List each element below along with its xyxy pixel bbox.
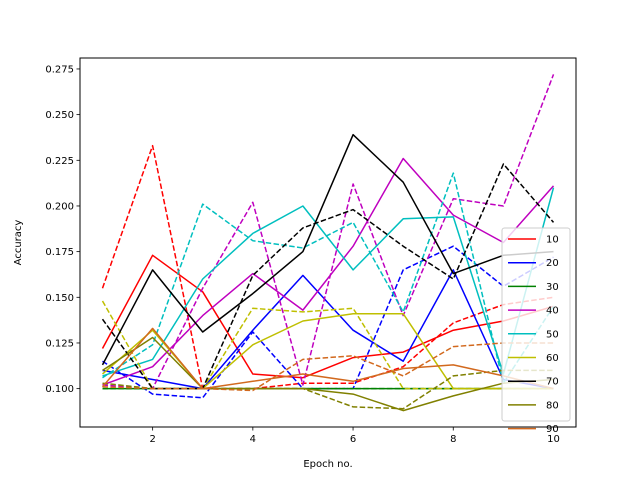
legend-label: 60: [546, 353, 559, 364]
series-line-40: [102, 157, 555, 386]
legend-label: 50: [546, 329, 559, 340]
y-tick-label: 0.125: [45, 338, 74, 349]
legend: 10 20 30 40 50 60 70 80 90: [501, 227, 571, 435]
series-line-70: [101, 133, 554, 366]
legend-label: 90: [546, 424, 559, 435]
legend-label: 20: [546, 258, 559, 269]
y-axis: 0.100 0.125 0.150 0.175 0.200 0.225 0.250 0.275: [45, 64, 80, 395]
y-tick-label: 0.275: [45, 64, 74, 75]
y-tick-label: 0.100: [45, 384, 74, 395]
y-axis-title: Accuracy: [13, 220, 24, 266]
series-line-80: [102, 336, 554, 412]
series-line-dashed-7: [102, 74, 555, 390]
x-axis: 2 4 6 8 10: [149, 427, 560, 445]
x-tick-label: 8: [450, 434, 456, 445]
legend-label: 70: [546, 377, 559, 388]
legend-label: 30: [546, 282, 559, 293]
series-layer: [101, 74, 555, 412]
x-tick-label: 10: [547, 434, 560, 445]
series-line-90: [101, 327, 554, 390]
legend-label: 80: [546, 400, 559, 411]
series-line-dashed-17: [102, 342, 554, 392]
legend-label: 40: [546, 306, 559, 317]
x-axis-title: Epoch no.: [303, 459, 352, 470]
series-line-20: [102, 269, 554, 390]
legend-box: [501, 227, 571, 422]
y-tick-label: 0.250: [45, 110, 74, 121]
x-tick-label: 2: [149, 434, 155, 445]
series-line-dashed-11: [101, 300, 554, 390]
x-tick-label: 4: [250, 434, 256, 445]
series-line-dashed-1: [101, 144, 554, 390]
y-tick-label: 0.225: [45, 156, 74, 167]
legend-label: 10: [546, 235, 559, 246]
series-line-dashed-9: [102, 172, 555, 384]
x-tick-label: 6: [350, 434, 356, 445]
y-tick-label: 0.175: [45, 247, 74, 258]
series-line-50: [102, 187, 555, 377]
plot-frame: [79, 57, 577, 428]
y-tick-label: 0.200: [45, 201, 74, 212]
y-tick-label: 0.150: [45, 293, 74, 304]
